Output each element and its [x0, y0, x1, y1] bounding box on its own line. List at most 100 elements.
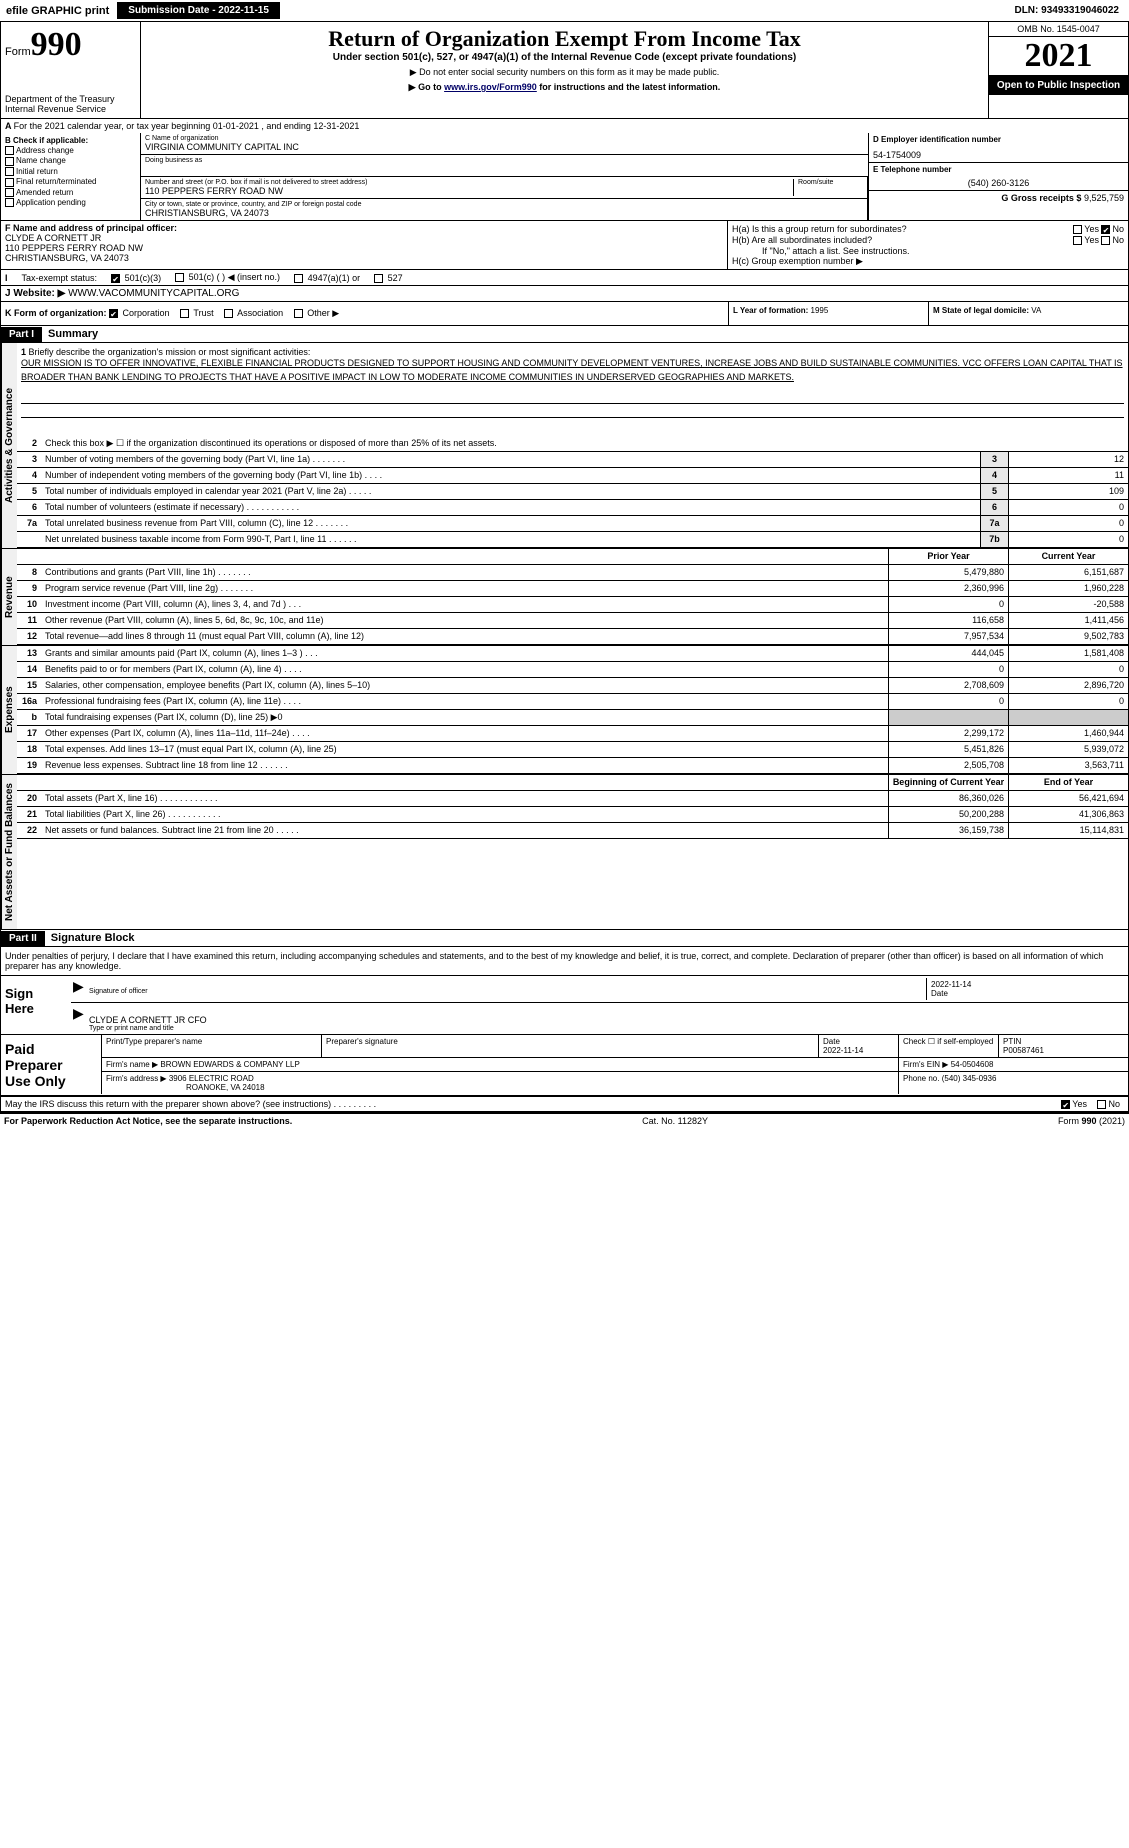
gross-receipts-label: G Gross receipts $ [1001, 193, 1081, 203]
box-b-title: B Check if applicable: [5, 136, 136, 145]
goto-post: for instructions and the latest informat… [537, 82, 721, 92]
line-box: 7a [980, 516, 1008, 531]
chk-hb-no[interactable] [1101, 236, 1110, 245]
useonly-label: Use Only [5, 1073, 97, 1089]
chk-trust[interactable] [180, 309, 189, 318]
website-label: Website: ▶ [13, 288, 65, 299]
page-title: Return of Organization Exempt From Incom… [151, 26, 978, 52]
chk-corporation[interactable]: ✔ [109, 309, 118, 318]
chk-527[interactable] [374, 274, 383, 283]
ein-label: D Employer identification number [873, 135, 1124, 144]
chk-other[interactable] [294, 309, 303, 318]
tab-governance: Activities & Governance [1, 343, 17, 548]
line-num: 20 [17, 791, 41, 806]
year-formation-value: 1995 [811, 306, 829, 315]
prior-year-value [888, 710, 1008, 725]
submission-date-button[interactable]: Submission Date - 2022-11-15 [117, 2, 280, 19]
line-num: 18 [17, 742, 41, 757]
line-num: b [17, 710, 41, 725]
line-text: Total number of volunteers (estimate if … [41, 500, 980, 515]
firm-ein: 54-0504608 [951, 1060, 994, 1069]
tab-expenses: Expenses [1, 646, 17, 774]
chk-ha-no[interactable]: ✔ [1101, 225, 1110, 234]
chk-ha-yes[interactable] [1073, 225, 1082, 234]
current-year-value: 2,896,720 [1008, 678, 1128, 693]
current-year-value: 1,411,456 [1008, 613, 1128, 628]
chk-501c[interactable] [175, 273, 184, 282]
mission-text: OUR MISSION IS TO OFFER INNOVATIVE, FLEX… [21, 358, 1123, 382]
chk-association[interactable] [224, 309, 233, 318]
line-value: 0 [1008, 516, 1128, 531]
irs-link[interactable]: www.irs.gov/Form990 [444, 82, 537, 92]
line-num: 6 [17, 500, 41, 515]
prior-year-value: 0 [888, 662, 1008, 677]
line-text: Total number of individuals employed in … [41, 484, 980, 499]
prior-year-value: 2,505,708 [888, 758, 1008, 773]
current-year-value: 5,939,072 [1008, 742, 1128, 757]
paid-label: Paid [5, 1041, 97, 1057]
line-text: Program service revenue (Part VIII, line… [41, 581, 888, 596]
street-label: Number and street (or P.O. box if mail i… [145, 179, 793, 186]
chk-discuss-yes[interactable]: ✔ [1061, 1100, 1070, 1109]
line-num: 15 [17, 678, 41, 693]
goto-pre: ▶ Go to [409, 82, 444, 92]
chk-4947[interactable] [294, 274, 303, 283]
prior-year-value: 5,451,826 [888, 742, 1008, 757]
chk-application-pending[interactable] [5, 198, 14, 207]
arrow-icon: ▶ [73, 978, 89, 1000]
line-num: 5 [17, 484, 41, 499]
current-year-value: -20,588 [1008, 597, 1128, 612]
prep-name-header: Print/Type preparer's name [101, 1035, 321, 1057]
year-formation-label: L Year of formation: [733, 306, 808, 315]
form-org-label: K Form of organization: [5, 308, 107, 318]
prior-year-value: 116,658 [888, 613, 1008, 628]
firm-name: BROWN EDWARDS & COMPANY LLP [160, 1060, 299, 1069]
line-text: Number of independent voting members of … [41, 468, 980, 483]
officer-addr1: 110 PEPPERS FERRY ROAD NW [5, 243, 723, 253]
line-text: Benefits paid to or for members (Part IX… [41, 662, 888, 677]
q1-text: Briefly describe the organization's miss… [29, 347, 311, 357]
current-year-value: 3,563,711 [1008, 758, 1128, 773]
officer-name: CLYDE A CORNETT JR [5, 233, 723, 243]
part2-title: Signature Block [45, 930, 141, 946]
chk-initial-return[interactable] [5, 167, 14, 176]
box-b: B Check if applicable: Address change Na… [1, 133, 141, 220]
chk-address-change[interactable] [5, 146, 14, 155]
chk-discuss-no[interactable] [1097, 1100, 1106, 1109]
prior-year-value: 86,360,026 [888, 791, 1008, 806]
line-text: Total assets (Part X, line 16) . . . . .… [41, 791, 888, 806]
arrow-icon: ▶ [73, 1005, 89, 1032]
line-value: 0 [1008, 500, 1128, 515]
firm-addr1: 3906 ELECTRIC ROAD [169, 1074, 254, 1083]
line-box: 3 [980, 452, 1008, 467]
prior-year-value: 50,200,288 [888, 807, 1008, 822]
ptin-value: P00587461 [1003, 1046, 1044, 1055]
chk-name-change[interactable] [5, 157, 14, 166]
line-text: Contributions and grants (Part VIII, lin… [41, 565, 888, 580]
chk-final-return[interactable] [5, 178, 14, 187]
gross-receipts-value: 9,525,759 [1084, 193, 1124, 203]
prior-year-value: 0 [888, 597, 1008, 612]
chk-hb-yes[interactable] [1073, 236, 1082, 245]
line-value: 11 [1008, 468, 1128, 483]
preparer-label: Preparer [5, 1057, 97, 1073]
begin-year-header: Beginning of Current Year [888, 775, 1008, 790]
officer-addr2: CHRISTIANSBURG, VA 24073 [5, 253, 723, 263]
room-label: Room/suite [798, 179, 863, 186]
part1-header: Part I [1, 327, 42, 342]
line-num: 8 [17, 565, 41, 580]
part2-header: Part II [1, 931, 45, 946]
chk-amended[interactable] [5, 188, 14, 197]
signature-field-label: Signature of officer [89, 978, 926, 1000]
efile-label: efile GRAPHIC print [2, 3, 113, 19]
current-year-value: 15,114,831 [1008, 823, 1128, 838]
city-state-zip: CHRISTIANSBURG, VA 24073 [145, 208, 863, 218]
chk-501c3[interactable]: ✔ [111, 274, 120, 283]
line-num: 3 [17, 452, 41, 467]
prior-year-value: 36,159,738 [888, 823, 1008, 838]
irs-label: Internal Revenue Service [5, 104, 136, 114]
hc-label: H(c) Group exemption number ▶ [732, 256, 1124, 267]
line-value: 12 [1008, 452, 1128, 467]
prior-year-value: 7,957,534 [888, 629, 1008, 644]
line-box: 7b [980, 532, 1008, 547]
